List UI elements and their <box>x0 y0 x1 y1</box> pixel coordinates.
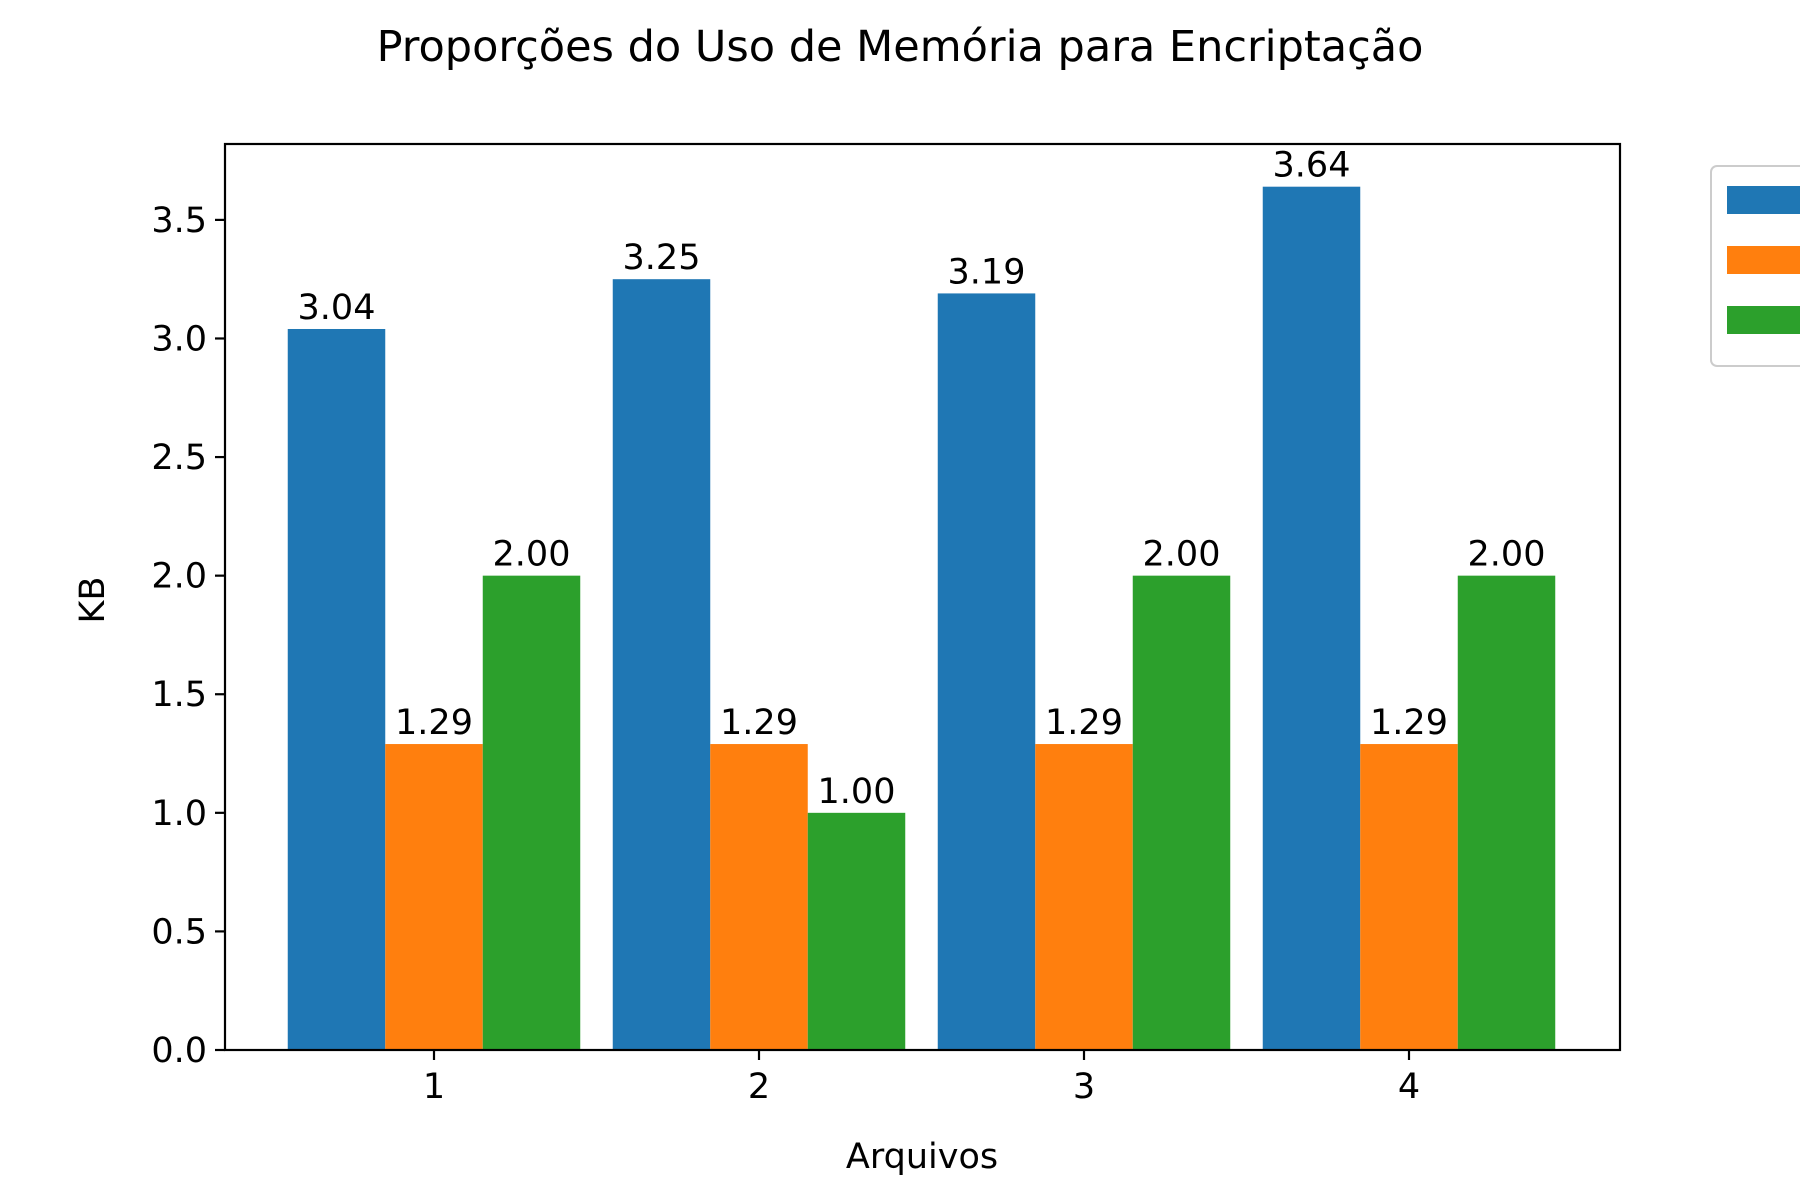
bar-series-2-category-2 <box>710 744 808 1050</box>
bars-layer <box>287 186 1556 1051</box>
bar-value-label: 3.64 <box>1273 146 1351 186</box>
x-axis: 1 2 3 4 <box>423 1050 1420 1107</box>
y-tick-label: 1.5 <box>151 675 207 715</box>
bar-value-label: 1.29 <box>395 703 473 743</box>
y-tick-label: 0.0 <box>151 1031 207 1071</box>
bar-labels-layer: 3.04 1.29 2.00 3.25 1.29 1.00 3.19 1.29 2.00 3.64… <box>298 146 1546 812</box>
y-axis-label: KB <box>73 577 113 624</box>
bar-value-label: 3.25 <box>623 238 701 278</box>
y-tick-label: 0.5 <box>151 912 207 952</box>
y-tick-label: 2.0 <box>151 557 207 597</box>
bar-series-2-category-1 <box>385 744 483 1050</box>
bar-series-3-category-2 <box>807 812 906 1050</box>
y-tick-label: 3.0 <box>151 319 207 359</box>
bar-series-1-category-1 <box>287 328 386 1050</box>
bar-series-2-category-4 <box>1360 744 1458 1050</box>
bar-series-3-category-3 <box>1132 575 1231 1050</box>
y-axis: 0.0 0.5 1.0 1.5 2.0 2.5 3.0 3.5 <box>151 201 225 1071</box>
bar-value-label: 2.00 <box>1143 535 1221 575</box>
plot-frame <box>223 142 1622 1052</box>
bar-value-label: 2.00 <box>1468 535 1546 575</box>
x-tick-label: 2 <box>748 1067 770 1107</box>
x-tick-label: 1 <box>423 1067 445 1107</box>
bar-value-label: 1.29 <box>1045 703 1123 743</box>
y-tick-label: 2.5 <box>151 438 207 478</box>
bar-series-3-category-1 <box>482 575 581 1050</box>
x-tick-label: 4 <box>1398 1067 1420 1107</box>
legend-swatch-series-1 <box>1727 186 1800 214</box>
bar-series-1-category-3 <box>937 293 1036 1051</box>
bar-series-2-category-3 <box>1035 744 1133 1050</box>
bar-series-1-category-4 <box>1262 186 1361 1050</box>
chart-title: Proporções do Uso de Memória para Encrip… <box>377 22 1424 72</box>
bar-series-3-category-4 <box>1457 575 1556 1050</box>
x-tick-label: 3 <box>1073 1067 1095 1107</box>
bar-value-label: 3.04 <box>298 288 376 328</box>
bar-value-label: 1.00 <box>818 772 896 812</box>
bar-series-1-category-2 <box>612 279 711 1050</box>
legend <box>1710 165 1800 367</box>
legend-swatch-series-3 <box>1727 306 1800 334</box>
bar-value-label: 1.29 <box>720 703 798 743</box>
bar-value-label: 1.29 <box>1370 703 1448 743</box>
bar-value-label: 3.19 <box>948 252 1026 292</box>
y-tick-label: 1.0 <box>151 794 207 834</box>
legend-swatch-series-2 <box>1727 246 1800 274</box>
y-tick-label: 3.5 <box>151 201 207 241</box>
bar-value-label: 2.00 <box>493 535 571 575</box>
x-axis-label: Arquivos <box>846 1137 998 1177</box>
